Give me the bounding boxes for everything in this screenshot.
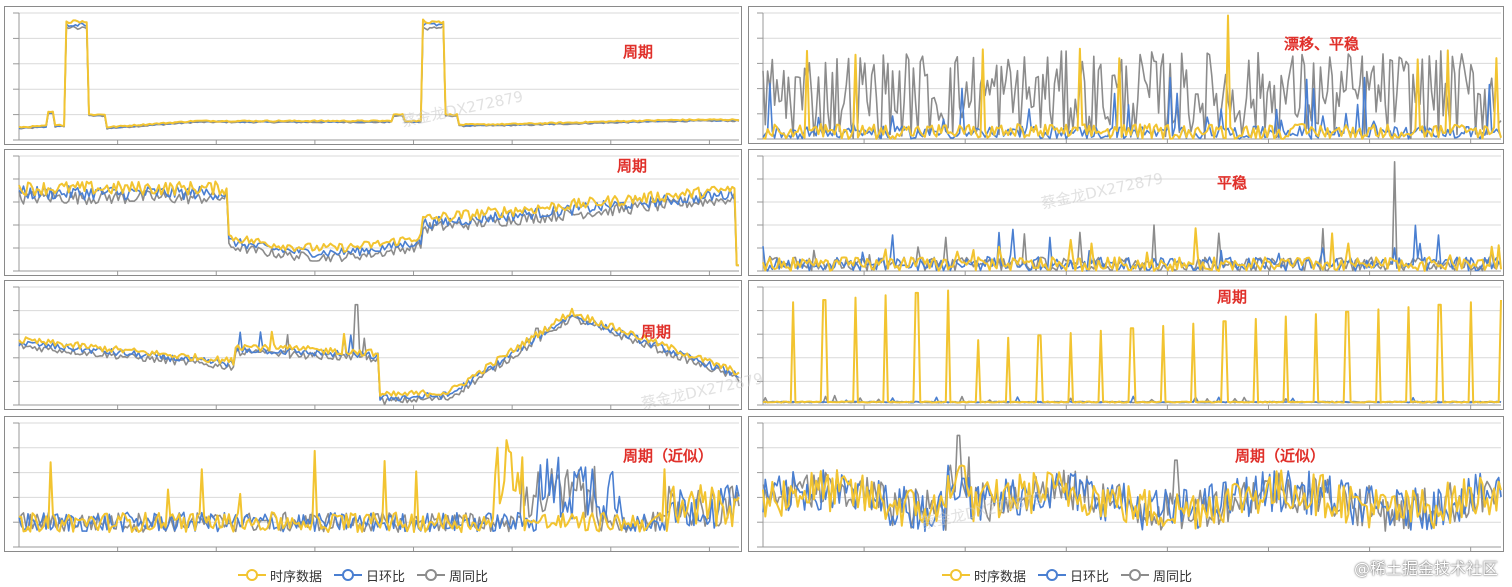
series-line-week-ratio [762, 161, 1502, 272]
legend-marker-yellow [238, 569, 266, 581]
chart-svg-l1 [13, 12, 740, 144]
chart-svg-r4 [757, 422, 1502, 551]
series-line-week-ratio [18, 190, 739, 267]
legend-label-series-data-r: 时序数据 [974, 569, 1027, 585]
series-line-week-ratio [18, 465, 740, 533]
chart-panel-l1: 周期 [4, 6, 742, 145]
legend-item-day-ratio[interactable]: 日环比 [334, 566, 405, 585]
chart-panel-l2: 周期 [4, 149, 742, 276]
series-line-data [762, 14, 1502, 140]
legend-item-series-data-r[interactable]: 时序数据 [942, 566, 1026, 585]
legend-left: 时序数据 日环比 周同比 [238, 564, 500, 586]
series-line-day-ratio [762, 395, 1502, 404]
legend-marker-gray-r [1121, 569, 1150, 581]
legend-label-week-ratio: 周同比 [449, 569, 489, 585]
legend-label-week-ratio-r: 周同比 [1153, 569, 1193, 585]
chart-svg-r2 [757, 155, 1502, 275]
chart-title-l1: 周期 [623, 43, 654, 61]
chart-panel-r1: 漂移、平稳 [748, 6, 1504, 144]
chart-panel-r3: 周期 [748, 280, 1504, 410]
legend-right: 时序数据 日环比 周同比 [942, 564, 1204, 586]
series-line-data [18, 307, 740, 398]
legend-item-day-ratio-r[interactable]: 日环比 [1038, 566, 1109, 585]
legend-item-week-ratio[interactable]: 周同比 [417, 566, 488, 585]
site-watermark: @稀土掘金技术社区 [1353, 559, 1498, 578]
legend-item-series-data[interactable]: 时序数据 [238, 566, 322, 585]
chart-panel-r2: 平稳 [748, 149, 1504, 276]
chart-panel-r4: 周期（近似） [748, 416, 1504, 552]
legend-marker-blue [334, 569, 363, 581]
chart-svg-l2 [13, 155, 739, 275]
series-line-week-ratio [762, 50, 1502, 140]
series-line-data [18, 180, 739, 267]
legend-marker-blue-r [1038, 569, 1067, 581]
legend-label-day-ratio: 日环比 [366, 569, 406, 585]
chart-svg-l4 [13, 422, 740, 551]
legend-label-day-ratio-r: 日环比 [1070, 569, 1110, 585]
series-line-data [18, 439, 740, 534]
chart-title-r2: 平稳 [1217, 174, 1248, 192]
site-watermark-text: 稀土掘金技术社区 [1369, 559, 1498, 578]
chart-title-r1: 漂移、平稳 [1284, 35, 1360, 53]
chart-svg-l3 [13, 286, 740, 409]
legend-label-series-data: 时序数据 [270, 569, 323, 585]
legend-item-week-ratio-r[interactable]: 周同比 [1121, 566, 1192, 585]
series-line-data [762, 289, 1502, 404]
series-line-data [18, 18, 740, 129]
series-line-data [762, 227, 1502, 272]
chart-panel-l4: 周期（近似） [4, 416, 742, 552]
legend-marker-yellow-r [942, 569, 970, 581]
chart-panel-l3: 周期 [4, 280, 742, 410]
chart-title-l4: 周期（近似） [623, 447, 714, 465]
chart-title-r4: 周期（近似） [1235, 447, 1326, 465]
legend-marker-gray [417, 569, 446, 581]
chart-svg-r3 [757, 286, 1502, 409]
chart-title-l2: 周期 [617, 157, 648, 175]
chart-title-r3: 周期 [1217, 288, 1248, 306]
chart-svg-r1 [757, 12, 1502, 143]
series-line-data [762, 464, 1502, 530]
chart-title-l3: 周期 [641, 323, 672, 341]
